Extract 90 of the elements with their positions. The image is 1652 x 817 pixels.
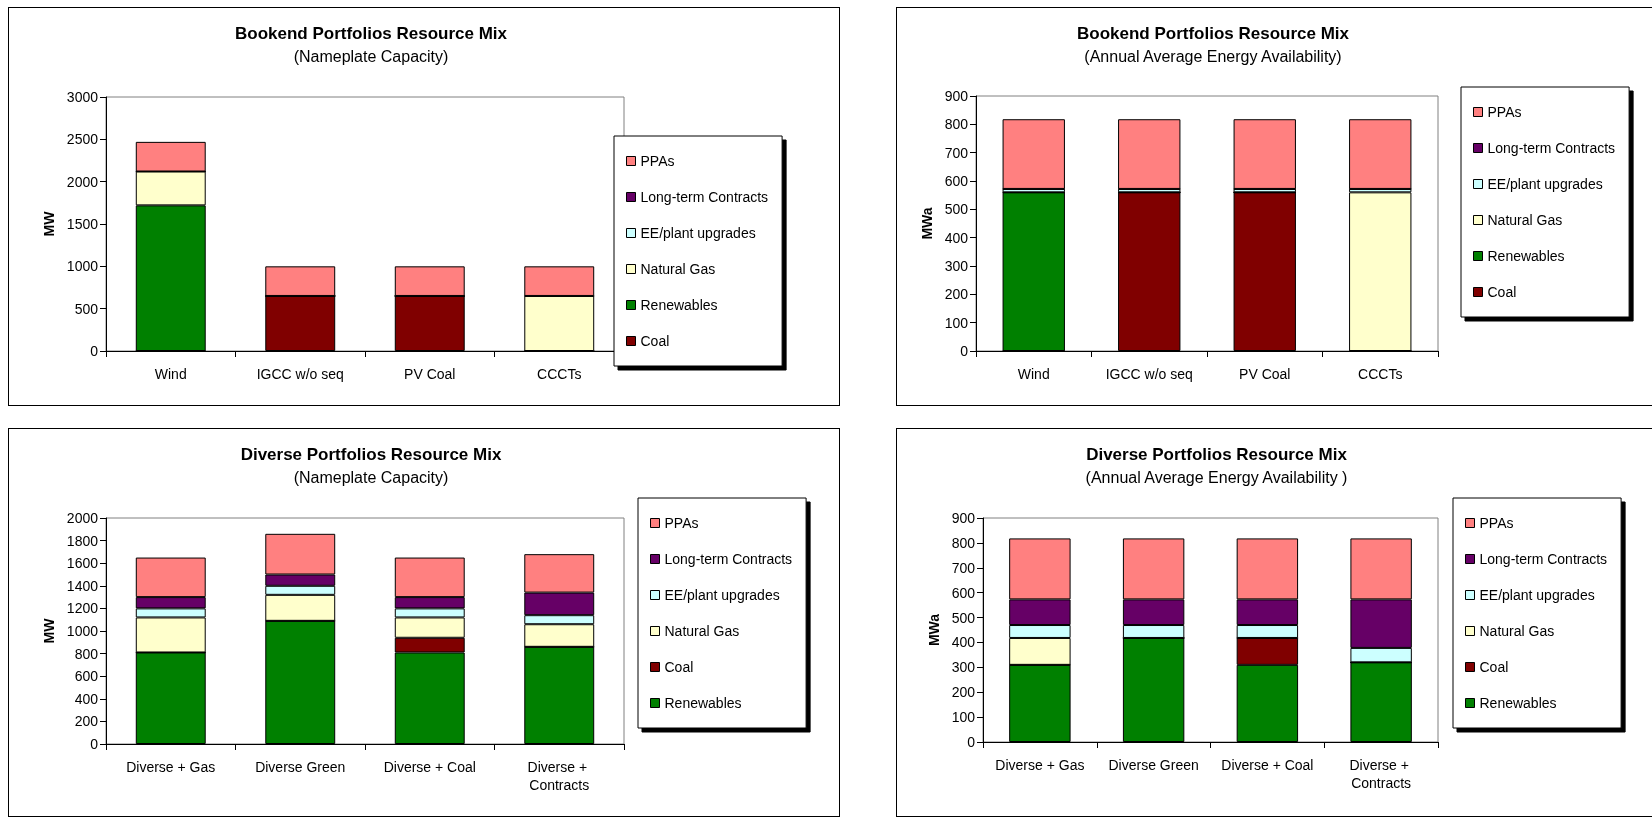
x-tick-label: Diverse Green xyxy=(1108,757,1199,773)
x-tick-label: IGCC w/o seq xyxy=(256,366,344,382)
chart-subtitle: (Nameplate Capacity) xyxy=(293,468,449,486)
y-tick-label: 500 xyxy=(74,300,99,317)
y-axis-title: MWa xyxy=(925,613,942,647)
legend-label: Long-term Contracts xyxy=(640,189,769,205)
legend-label: PPAs xyxy=(664,515,699,531)
legend-label: Renewables xyxy=(1479,695,1557,711)
y-tick-label: 400 xyxy=(951,634,976,651)
legend-label: Coal xyxy=(664,659,694,675)
y-tick-label: 600 xyxy=(74,668,99,685)
legend-label: Long-term Contracts xyxy=(1487,140,1616,156)
y-tick-label: 500 xyxy=(944,201,969,218)
y-tick-label: 300 xyxy=(951,659,976,676)
y-tick-label: 2000 xyxy=(66,173,99,190)
y-axis-title: MWa xyxy=(918,207,935,240)
y-tick-label: 700 xyxy=(944,144,969,161)
y-tick-label: 800 xyxy=(951,534,976,551)
y-axis-title: MW xyxy=(40,210,57,237)
y-tick-label: 0 xyxy=(90,343,99,359)
legend-label: Natural Gas xyxy=(1487,212,1563,228)
y-tick-label: 3000 xyxy=(66,89,99,105)
x-tick-label: Diverse + Contracts xyxy=(527,759,591,793)
y-tick-label: 200 xyxy=(944,286,969,303)
y-tick-label: 1600 xyxy=(66,555,99,572)
y-tick-label: 2500 xyxy=(66,131,99,148)
chart-title: Diverse Portfolios Resource Mix xyxy=(240,445,502,464)
x-tick-label: CCCTs xyxy=(537,366,582,382)
y-tick-label: 200 xyxy=(74,713,99,730)
y-tick-label: 1200 xyxy=(66,600,99,617)
chart-subtitle: (Nameplate Capacity) xyxy=(293,47,449,65)
x-tick-label: Diverse Green xyxy=(255,759,346,775)
y-tick-label: 800 xyxy=(944,116,969,133)
y-tick-label: 0 xyxy=(960,343,969,359)
y-tick-label: 300 xyxy=(944,258,969,274)
legend-label: Renewables xyxy=(1487,248,1565,264)
y-tick-label: 1800 xyxy=(66,532,99,549)
x-tick-label: Wind xyxy=(154,366,187,382)
legend-label: Long-term Contracts xyxy=(664,551,793,567)
y-axis-title: MW xyxy=(40,617,57,644)
legend-label: Coal xyxy=(1487,284,1517,300)
x-tick-label: Diverse + Coal xyxy=(1221,757,1314,773)
y-tick-label: 1000 xyxy=(66,258,99,275)
y-tick-label: 1400 xyxy=(66,577,99,594)
legend-label: Natural Gas xyxy=(664,623,740,639)
x-tick-label: Diverse + Contracts xyxy=(1349,757,1413,791)
y-tick-label: 1000 xyxy=(66,623,99,639)
x-tick-label: IGCC w/o seq xyxy=(1105,366,1193,382)
legend-label: EE/plant upgrades xyxy=(664,587,780,603)
x-tick-label: Diverse + Gas xyxy=(126,759,216,775)
y-tick-label: 2000 xyxy=(66,510,99,526)
y-tick-label: 600 xyxy=(944,173,969,189)
y-tick-label: 0 xyxy=(967,734,976,750)
legend-label: PPAs xyxy=(1487,104,1522,120)
chart-title: Bookend Portfolios Resource Mix xyxy=(1076,24,1350,43)
y-tick-label: 900 xyxy=(951,510,976,526)
y-tick-label: 200 xyxy=(951,684,976,701)
y-tick-label: 400 xyxy=(944,229,969,246)
legend-label: EE/plant upgrades xyxy=(1479,587,1595,603)
y-tick-label: 100 xyxy=(951,709,976,726)
legend-label: Coal xyxy=(1479,659,1509,675)
y-tick-label: 800 xyxy=(74,645,99,662)
chart-title: Diverse Portfolios Resource Mix xyxy=(1086,445,1348,464)
legend-label: EE/plant upgrades xyxy=(640,225,756,241)
chart-subtitle: (Annual Average Energy Availability) xyxy=(1084,47,1342,65)
x-tick-label: CCCTs xyxy=(1358,366,1403,382)
x-tick-label: Diverse + Coal xyxy=(383,759,476,775)
legend-label: EE/plant upgrades xyxy=(1487,176,1603,192)
y-tick-label: 400 xyxy=(74,690,99,707)
legend-label: Renewables xyxy=(664,695,742,711)
x-tick-label: Diverse + Gas xyxy=(995,757,1085,773)
y-tick-label: 700 xyxy=(951,559,976,576)
y-tick-label: 500 xyxy=(951,609,976,626)
legend-label: Coal xyxy=(640,333,670,349)
y-tick-label: 600 xyxy=(951,584,976,601)
legend-label: PPAs xyxy=(640,153,675,169)
y-tick-label: 0 xyxy=(90,736,99,752)
x-tick-label: PV Coal xyxy=(404,366,456,382)
x-tick-label: Wind xyxy=(1017,366,1050,382)
chart-subtitle: (Annual Average Energy Availability ) xyxy=(1085,468,1348,486)
legend-label: Natural Gas xyxy=(640,261,716,277)
y-tick-label: 900 xyxy=(944,88,969,104)
y-tick-label: 100 xyxy=(944,314,969,331)
chart-title: Bookend Portfolios Resource Mix xyxy=(234,24,508,43)
legend-label: Renewables xyxy=(640,297,718,313)
x-tick-label: PV Coal xyxy=(1239,366,1291,382)
legend-label: Natural Gas xyxy=(1479,623,1555,639)
legend-label: PPAs xyxy=(1479,515,1514,531)
y-tick-label: 1500 xyxy=(66,216,99,232)
legend-label: Long-term Contracts xyxy=(1479,551,1608,567)
